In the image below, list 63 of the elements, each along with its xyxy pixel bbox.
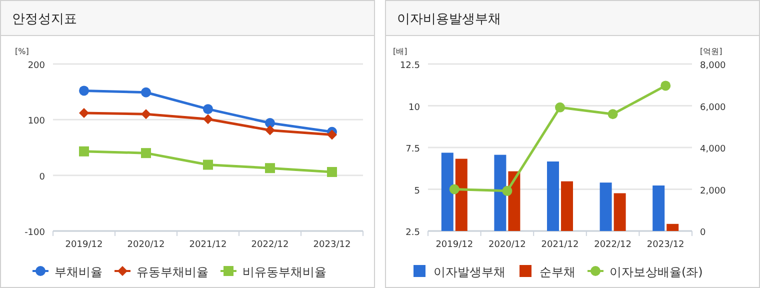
y-tick-label: 12.5 [400,61,420,71]
bar [666,224,679,231]
bar [652,185,665,231]
point [203,104,213,114]
x-tick-label: 2022/12 [251,240,289,250]
y2-tick-label: 8,000 [700,61,726,71]
legend-label: 유동부채비율 [136,265,208,279]
y-tick-label: 0 [39,172,46,182]
bar [494,154,506,231]
x-tick-label: 2023/12 [646,240,684,250]
bar [614,193,626,231]
y-tick-label: 100 [28,116,46,127]
x-tick-label: 2020/12 [127,240,165,250]
y-axis-title: [배] [393,47,408,56]
y2-tick-label: 0 [700,228,706,238]
x-tick-label: 2021/12 [189,240,227,250]
bar [561,181,573,231]
y-axis-title: [%] [15,47,29,56]
point [265,163,275,174]
y-tick-label: 10 [408,102,420,113]
y-tick-label: -100 [24,228,46,238]
chart-title: 안정성지표 [12,12,77,27]
x-tick-label: 2019/12 [65,240,103,250]
x-tick-label: 2023/12 [313,240,351,250]
y-tick-label: 7.5 [406,144,420,154]
point [79,86,89,96]
legend-label: 이자발생부채 [434,265,506,279]
point [327,130,337,140]
y-tick-label: 200 [28,61,46,71]
point [265,118,275,128]
point [502,186,512,196]
legend-label: 비유동부채비율 [242,265,326,279]
point [660,80,671,91]
legend-label: 이자보상배율(좌) [610,265,703,279]
point [555,102,565,112]
point [327,166,337,177]
chart-title: 이자비용발생부채 [397,12,501,27]
bar [441,152,454,231]
x-tick-label: 2020/12 [488,240,526,250]
y2-tick-label: 2,000 [700,186,726,196]
point [141,148,151,158]
point [203,160,213,170]
y-tick-label: 2.5 [406,228,420,238]
legend-label: 부채비율 [54,265,102,279]
bar [600,182,612,231]
point [141,109,151,120]
x-tick-label: 2021/12 [541,240,579,250]
point [265,125,275,136]
legend-label: 순부채 [540,265,576,279]
point [79,146,89,156]
x-tick-label: 2019/12 [436,240,474,250]
point [79,108,89,118]
point [203,114,213,124]
bar [547,161,559,231]
y-tick-label: 5 [414,186,420,196]
point [141,87,151,98]
point [449,184,460,194]
y2-tick-label: 6,000 [700,102,726,113]
y2-tick-label: 4,000 [700,144,726,154]
x-tick-label: 2022/12 [594,240,632,250]
point [608,109,618,120]
y2-axis-title: [억원] [700,47,722,56]
bar [455,158,468,231]
